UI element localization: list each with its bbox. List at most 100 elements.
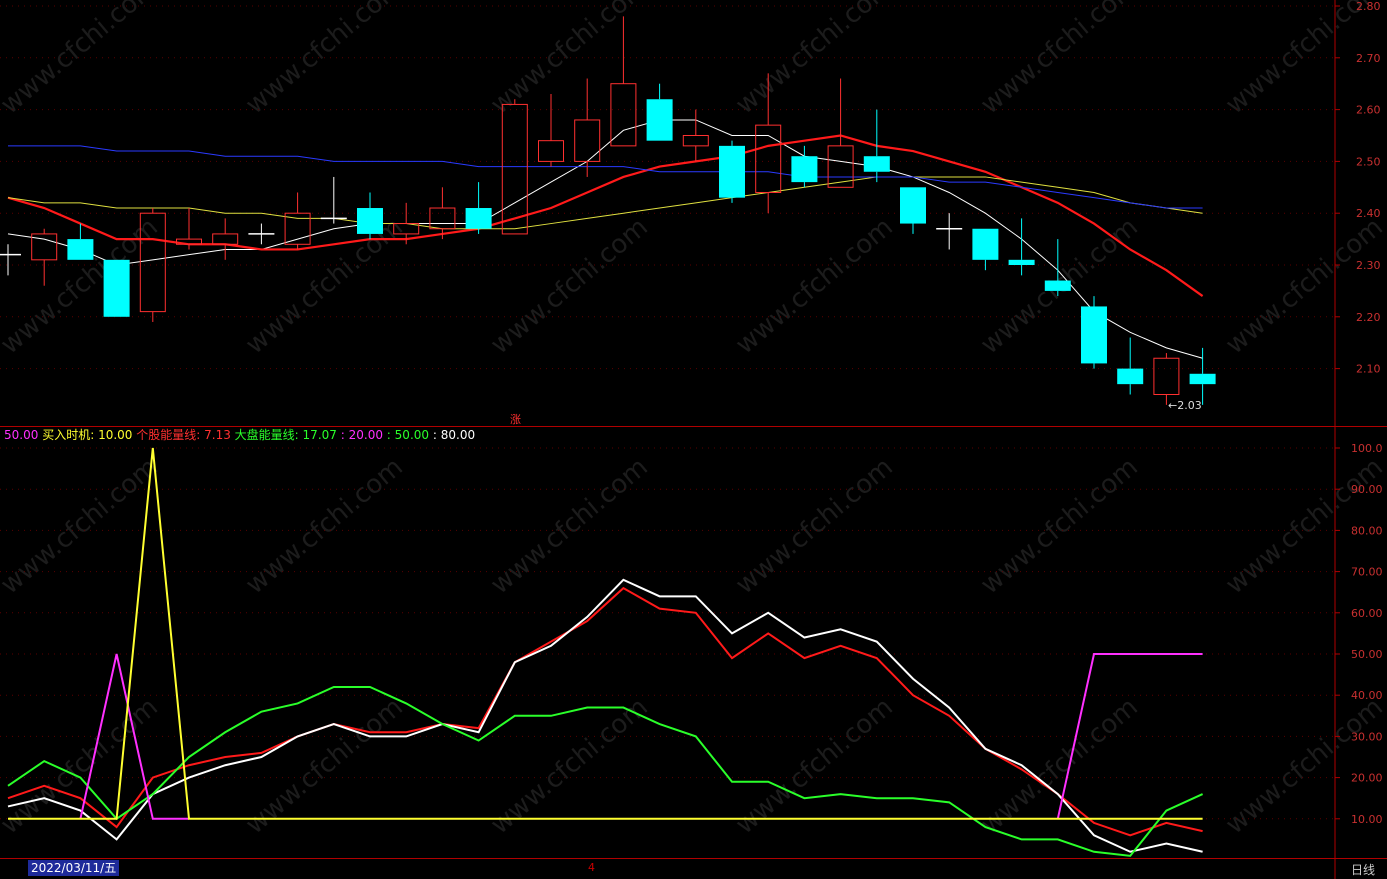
candle [0, 244, 21, 276]
candle-body [863, 156, 890, 172]
candle-body [574, 119, 601, 162]
price-tick-label: 2.20 [1356, 311, 1381, 324]
candle [719, 140, 745, 203]
legend-sep-2: : [386, 428, 391, 442]
watermark: www.cfchi.com [1220, 212, 1387, 360]
cursor-x-label: 4 [588, 861, 595, 874]
indicator-line-0 [7, 586, 1203, 837]
candle-body [1117, 368, 1144, 385]
candle-body [501, 103, 528, 235]
price-tick-label: 2.50 [1356, 155, 1381, 168]
watermark: www.cfchi.com [485, 452, 654, 600]
candle [67, 223, 94, 260]
candle [1189, 347, 1216, 405]
indicator-line-2 [7, 685, 1204, 857]
candle [139, 208, 166, 322]
indicator-tick-label: 100.0 [1351, 442, 1383, 455]
watermark: www.cfchi.com [240, 452, 409, 600]
legend-value-50b: 50.00 [394, 428, 430, 442]
candle [248, 223, 275, 245]
price-tick-label: 2.40 [1356, 207, 1381, 220]
legend-market-label: 大盘能量线: [234, 428, 299, 442]
candle-body [1044, 280, 1071, 291]
period-selector[interactable]: 日线 [1350, 863, 1375, 877]
indicator-tick-label: 30.00 [1351, 730, 1383, 743]
candle [176, 208, 202, 250]
rise-marker: 涨 [510, 413, 521, 426]
candle-body [176, 238, 202, 245]
candle-body [465, 208, 492, 229]
legend-stock-value: 7.13 [204, 428, 231, 442]
candle-body [1189, 373, 1216, 385]
legend-buy-label: 买入时机: [42, 428, 95, 442]
indicator-tick-label: 70.00 [1351, 566, 1383, 579]
candle-body [538, 140, 564, 162]
candle-body [900, 187, 926, 224]
candle-body [791, 156, 818, 183]
price-tick-label: 2.70 [1356, 52, 1381, 65]
candle-body [972, 228, 999, 260]
candle [682, 109, 709, 162]
candle [827, 78, 854, 188]
candle [972, 228, 999, 271]
price-tick-label: 2.10 [1356, 363, 1381, 376]
candle [465, 182, 492, 234]
candle [610, 16, 637, 147]
candle [936, 213, 963, 250]
candle [501, 99, 528, 235]
price-tick-label: 2.30 [1356, 259, 1381, 272]
candle-body [755, 124, 782, 193]
candle [1044, 239, 1071, 297]
watermark: www.cfchi.com [730, 452, 899, 600]
legend-stock-label: 个股能量线: [136, 428, 201, 442]
candle-body [827, 145, 854, 188]
candle [1117, 337, 1144, 395]
candle-body [1153, 357, 1180, 395]
watermark: www.cfchi.com [485, 0, 654, 120]
candle-body [682, 135, 709, 147]
candle-body [31, 233, 58, 261]
indicator-tick-label: 80.00 [1351, 524, 1383, 537]
indicator-tick-label: 40.00 [1351, 689, 1383, 702]
ma-line-2 [7, 176, 1203, 230]
candle [284, 192, 311, 250]
candle-body [610, 83, 637, 147]
candle-body [719, 145, 745, 198]
indicator-tick-label: 50.00 [1351, 648, 1383, 661]
candle [357, 192, 383, 240]
candle-body [429, 207, 456, 230]
candle-body [1081, 306, 1107, 364]
watermark: www.cfchi.com [240, 0, 409, 120]
legend-buy-value: 10.00 [98, 428, 133, 442]
indicator-line-1 [7, 578, 1203, 853]
cursor-date-label: 2022/03/11/五 [28, 860, 120, 876]
candle-body [646, 99, 673, 141]
ma-line-3 [8, 145, 1203, 209]
candle [538, 94, 564, 167]
watermark: www.cfchi.com [730, 212, 899, 360]
candle-body [67, 239, 94, 260]
last-price-label: ←2.03 [1168, 399, 1202, 412]
watermark: www.cfchi.com [0, 212, 164, 360]
watermark: www.cfchi.com [975, 452, 1144, 600]
candle [755, 73, 782, 214]
candle [103, 259, 130, 317]
legend-value-20: 20.00 [348, 428, 383, 442]
candle [393, 202, 420, 245]
candle-body [139, 212, 166, 313]
ma-line-0 [7, 119, 1203, 359]
legend-market-value: 17.07 [302, 428, 337, 442]
candle [574, 78, 601, 177]
candle [646, 83, 673, 141]
candle [1008, 218, 1035, 276]
indicator-tick-label: 60.00 [1351, 607, 1383, 620]
price-tick-label: 2.60 [1356, 104, 1381, 117]
candle-body [103, 259, 130, 317]
candle [212, 218, 239, 260]
indicator-legend: 50.00 买入时机: 10.00 个股能量线: 7.13 大盘能量线: 17.… [4, 426, 475, 443]
legend-sep-1: : [340, 428, 345, 442]
legend-value-50: 50.00 [4, 428, 39, 442]
indicator-line-4 [8, 447, 1203, 820]
candle [791, 145, 818, 188]
